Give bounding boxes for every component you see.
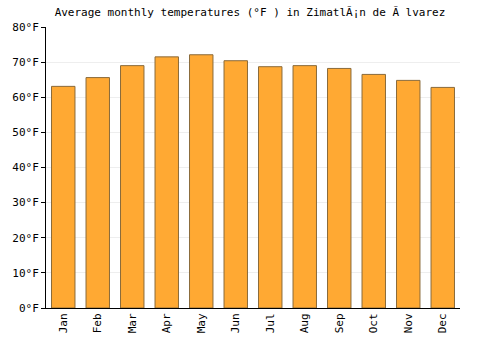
svg-text:Dec: Dec: [436, 313, 449, 333]
svg-text:40°F: 40°F: [12, 161, 39, 174]
svg-text:60°F: 60°F: [12, 91, 39, 104]
svg-text:Feb: Feb: [91, 313, 104, 333]
svg-text:Oct: Oct: [367, 313, 380, 333]
svg-text:Apr: Apr: [160, 313, 173, 333]
svg-text:Aug: Aug: [298, 313, 311, 333]
svg-text:70°F: 70°F: [12, 56, 39, 69]
svg-text:Average monthly temperatures (: Average monthly temperatures (°F ) in Zi…: [55, 6, 446, 19]
svg-text:10°F: 10°F: [12, 267, 39, 280]
svg-text:0°F: 0°F: [19, 302, 39, 315]
svg-text:Mar: Mar: [126, 313, 139, 333]
svg-text:Nov: Nov: [402, 313, 415, 333]
svg-text:20°F: 20°F: [12, 232, 39, 245]
svg-text:Jun: Jun: [229, 313, 242, 333]
svg-text:Jul: Jul: [264, 313, 277, 333]
svg-text:Jan: Jan: [57, 313, 70, 333]
svg-text:50°F: 50°F: [12, 126, 39, 139]
svg-text:May: May: [195, 313, 208, 333]
svg-text:80°F: 80°F: [12, 21, 39, 34]
svg-text:Sep: Sep: [333, 313, 346, 333]
svg-text:30°F: 30°F: [12, 196, 39, 209]
